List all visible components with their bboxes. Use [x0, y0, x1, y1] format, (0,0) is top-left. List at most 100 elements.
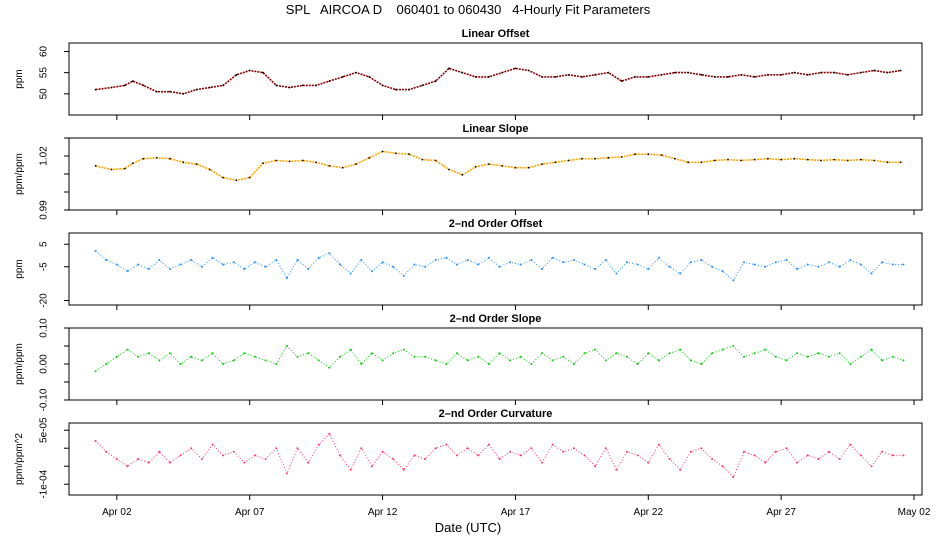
y-tick-label: 55	[39, 67, 50, 79]
data-point	[381, 150, 384, 153]
data-point	[581, 76, 583, 78]
data-point	[211, 443, 214, 446]
data-point	[190, 447, 193, 450]
data-point	[828, 355, 830, 358]
data-point	[488, 163, 490, 166]
series-line	[95, 150, 901, 182]
data-point	[562, 355, 565, 358]
data-point	[806, 158, 809, 161]
data-point	[902, 454, 905, 457]
data-point	[899, 161, 902, 164]
data-point	[626, 450, 628, 453]
panel-frame	[68, 327, 923, 401]
data-point	[288, 160, 291, 163]
data-point	[634, 76, 636, 78]
y-axis-label: ppm/ppm^2	[14, 433, 25, 485]
data-point	[466, 447, 469, 450]
data-point	[94, 370, 97, 373]
x-tick-label: May 02	[898, 507, 931, 518]
data-point	[307, 461, 310, 464]
data-point	[413, 454, 416, 457]
data-point	[328, 165, 331, 167]
y-tick-label: 0.00	[39, 354, 50, 374]
data-point	[466, 259, 469, 261]
y-tick-label: -5	[39, 262, 50, 271]
data-point	[527, 69, 530, 72]
data-point	[668, 458, 671, 460]
chart-title: SPL AIRCOA D 060401 to 060430 4-Hourly F…	[286, 2, 651, 17]
data-point	[774, 450, 777, 453]
y-tick-label: 5e-05	[39, 417, 50, 443]
data-point	[743, 450, 745, 453]
data-point	[137, 263, 140, 266]
data-point	[155, 156, 158, 159]
data-point	[796, 352, 799, 355]
data-point	[123, 84, 126, 87]
data-point	[594, 268, 597, 270]
data-point	[785, 259, 788, 261]
data-point	[721, 348, 724, 351]
data-point	[530, 363, 533, 365]
data-point	[200, 458, 203, 460]
data-point	[713, 159, 716, 162]
data-point	[615, 468, 618, 471]
data-point	[785, 447, 788, 450]
data-point	[551, 256, 554, 259]
data-point	[474, 165, 477, 168]
data-point	[753, 352, 756, 355]
data-point	[349, 272, 352, 275]
data-point	[554, 161, 557, 164]
data-point	[583, 352, 586, 355]
data-point	[461, 174, 464, 176]
data-point	[700, 259, 703, 261]
data-point	[421, 84, 424, 87]
data-point	[392, 458, 395, 460]
data-point	[123, 167, 126, 170]
data-point	[806, 355, 809, 358]
data-point	[689, 450, 692, 453]
data-point	[456, 263, 458, 266]
panel-frame	[68, 137, 923, 211]
data-point	[487, 443, 490, 446]
data-point	[753, 263, 756, 266]
data-point	[562, 261, 565, 264]
data-point	[402, 274, 405, 277]
data-point	[341, 166, 344, 169]
data-point	[849, 443, 852, 446]
y-tick-label: 0.99	[39, 200, 50, 220]
y-tick-label: 1.02	[39, 146, 50, 166]
data-point	[780, 158, 783, 161]
data-point	[657, 256, 660, 259]
data-point	[477, 454, 480, 457]
y-axis-label: ppm/ppm	[14, 343, 25, 385]
data-point	[583, 263, 586, 266]
data-point	[551, 443, 554, 446]
data-point	[849, 259, 852, 261]
data-point	[774, 355, 777, 358]
data-point	[806, 73, 809, 76]
series-line	[95, 67, 901, 95]
y-tick-label: -20	[39, 293, 50, 308]
data-point	[509, 359, 512, 362]
data-point	[301, 84, 304, 87]
data-point	[551, 359, 554, 362]
series-line	[95, 345, 904, 372]
data-point	[514, 166, 517, 169]
series-line	[95, 250, 904, 282]
data-point	[902, 359, 905, 362]
data-point	[349, 468, 352, 471]
data-point	[700, 447, 703, 450]
data-point	[190, 259, 193, 261]
data-point	[594, 465, 597, 468]
y-axis-label: ppm	[14, 69, 25, 88]
data-point	[142, 157, 145, 160]
panel-title: 2–nd Order Slope	[450, 313, 542, 325]
data-point	[713, 76, 716, 78]
data-point	[899, 69, 902, 72]
data-point	[94, 88, 97, 91]
data-point	[886, 71, 889, 74]
data-point	[732, 476, 735, 478]
data-point	[674, 157, 676, 160]
data-point	[657, 443, 660, 446]
